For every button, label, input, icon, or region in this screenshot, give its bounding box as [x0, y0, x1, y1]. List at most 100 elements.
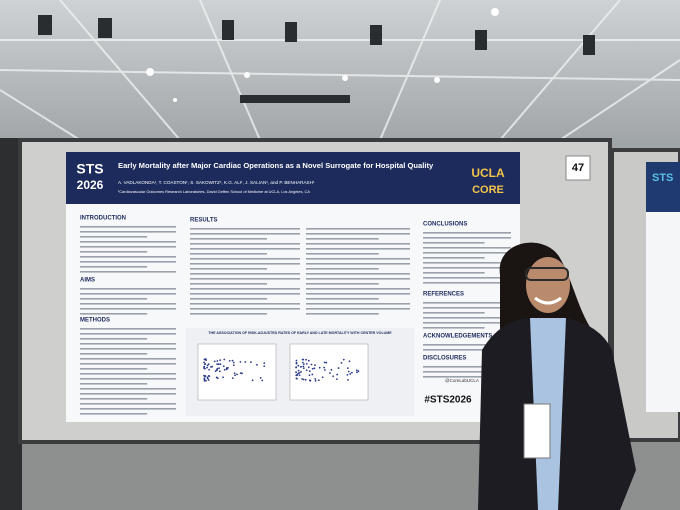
text-line — [80, 408, 176, 410]
text-line — [423, 371, 511, 373]
trusses — [0, 0, 680, 141]
dot — [310, 363, 313, 366]
dot — [214, 370, 217, 373]
text-line — [306, 283, 379, 285]
text-line — [80, 333, 176, 335]
dot — [239, 361, 242, 363]
text-line — [80, 403, 176, 405]
text-line — [80, 378, 176, 380]
text-line — [190, 228, 300, 230]
dot — [222, 376, 224, 379]
dot — [232, 364, 235, 367]
sts-logo-year: 2026 — [77, 178, 104, 192]
text-line — [190, 273, 300, 275]
dot — [295, 366, 297, 369]
text-line — [190, 268, 267, 270]
dot — [311, 373, 314, 376]
dot — [218, 367, 220, 370]
text-line — [80, 236, 148, 238]
text-line — [306, 303, 410, 305]
section-header: AIMS — [80, 278, 95, 284]
section-header: REFERENCES — [423, 292, 464, 298]
text-line — [80, 288, 176, 290]
text-line — [423, 257, 485, 259]
dot — [305, 358, 307, 361]
dot — [348, 360, 351, 363]
dot — [357, 370, 360, 373]
dot — [216, 363, 219, 366]
text-line — [80, 271, 176, 273]
text-line — [80, 388, 176, 390]
text-line — [80, 256, 176, 258]
dot — [251, 379, 254, 382]
text-line — [80, 343, 176, 345]
text-line — [306, 288, 410, 290]
dot — [311, 367, 314, 370]
dot — [356, 371, 358, 374]
text-line — [423, 262, 511, 264]
booth-card — [565, 155, 591, 181]
dot — [218, 370, 221, 373]
dot — [321, 376, 324, 379]
text-line — [190, 293, 300, 295]
poster-authors: A. VADLAKONDA¹, T. COASTON¹, S. SAKOWITZ… — [118, 180, 315, 185]
dot — [325, 361, 328, 364]
dot — [307, 359, 310, 362]
ucla-logo: UCLA — [471, 166, 505, 180]
dot — [216, 360, 219, 362]
text-line — [306, 293, 410, 295]
section-header: DISCLOSURES — [423, 356, 466, 362]
scatter-plot — [197, 343, 277, 401]
dot — [347, 370, 350, 373]
text-line — [306, 263, 410, 265]
section-header: ACKNOWLEDGEMENTS — [423, 334, 492, 340]
person — [478, 242, 636, 510]
dot — [263, 362, 266, 365]
dot — [219, 363, 222, 366]
dot — [205, 379, 207, 382]
dot — [203, 365, 206, 368]
dot — [336, 378, 338, 381]
dot — [236, 373, 238, 376]
dot — [231, 377, 234, 380]
text-line — [423, 317, 511, 319]
text-line — [80, 251, 148, 253]
dot — [217, 363, 220, 366]
text-line — [80, 348, 176, 350]
dot — [204, 358, 207, 360]
text-line — [423, 267, 511, 269]
dot — [336, 373, 339, 376]
text-line — [190, 288, 300, 290]
text-line — [190, 313, 267, 315]
dot — [234, 374, 236, 377]
text-line — [80, 398, 148, 400]
text-line — [190, 238, 267, 240]
dot — [295, 371, 297, 374]
text-line — [190, 278, 300, 280]
text-line — [80, 338, 148, 340]
booth-number: 47 — [572, 162, 584, 174]
poster-affiliation: ¹Cardiovascular Outcomes Research Labora… — [118, 189, 310, 194]
dot — [302, 358, 305, 361]
dot — [342, 358, 345, 361]
dot — [210, 365, 212, 368]
hashtag: #STS2026 — [424, 395, 472, 406]
dot — [313, 367, 316, 370]
text-line — [80, 358, 176, 360]
dot — [302, 365, 305, 368]
text-line — [80, 261, 176, 263]
text-line — [423, 272, 485, 274]
scatter-plot — [289, 343, 369, 401]
stage-lights — [38, 15, 595, 103]
dot — [239, 372, 242, 374]
dot — [223, 358, 226, 361]
dot — [350, 371, 353, 374]
dot — [203, 361, 205, 364]
dot — [317, 379, 320, 382]
section-header: INTRODUCTION — [80, 216, 126, 222]
dot — [203, 379, 206, 382]
text-line — [306, 243, 410, 245]
board-post — [0, 138, 22, 510]
dot — [206, 364, 209, 367]
